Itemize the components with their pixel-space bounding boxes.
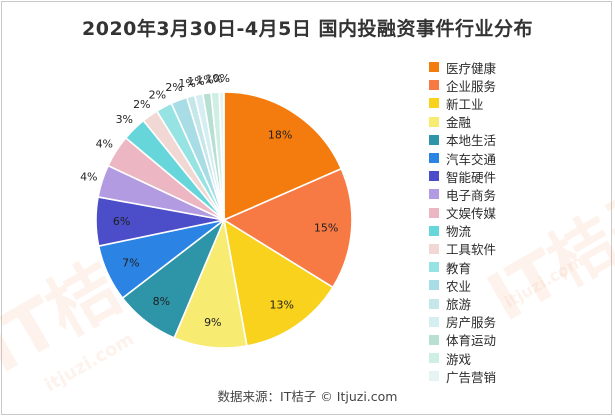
slice-label: 18% <box>268 128 292 141</box>
legend-swatch <box>429 98 439 109</box>
chart-legend: 医疗健康企业服务新工业金融本地生活汽车交通智能硬件电子商务文娱传媒物流工具软件教… <box>429 58 496 385</box>
legend-item: 体育运动 <box>429 331 496 349</box>
legend-swatch <box>429 116 439 127</box>
slice-label: 2% <box>165 81 182 94</box>
legend-swatch <box>429 280 439 291</box>
slice-label: 1% <box>205 72 222 85</box>
legend-item: 医疗健康 <box>429 58 496 76</box>
legend-label: 工具软件 <box>446 242 497 258</box>
legend-swatch <box>429 207 439 218</box>
legend-swatch <box>429 171 439 182</box>
slice-label: 4% <box>80 171 97 184</box>
legend-label: 电子商务 <box>446 187 497 203</box>
slice-label: 1% <box>187 75 204 88</box>
legend-label: 体育运动 <box>446 333 497 349</box>
pie-slice <box>222 167 353 289</box>
legend-item: 金融 <box>429 113 496 131</box>
legend-item: 智能硬件 <box>429 167 496 185</box>
legend-label: 物流 <box>446 224 472 240</box>
legend-label: 旅游 <box>446 297 472 313</box>
chart-title: 2020年3月30日-4月5日 国内投融资事件行业分布 <box>82 18 533 40</box>
legend-item: 电子商务 <box>429 185 496 203</box>
pie-slice <box>222 218 334 347</box>
slice-label: 6% <box>113 215 130 228</box>
legend-label: 广告营销 <box>446 369 497 385</box>
slice-label: 7% <box>122 257 139 270</box>
legend-label: 新工业 <box>446 96 484 112</box>
slice-label: 2% <box>149 89 166 102</box>
legend-item: 物流 <box>429 222 496 240</box>
legend-label: 文娱传媒 <box>446 206 497 222</box>
legend-item: 广告营销 <box>429 367 496 385</box>
slice-label: 0% <box>213 72 230 85</box>
legend-swatch <box>429 189 439 200</box>
legend-label: 汽车交通 <box>446 151 497 167</box>
legend-label: 农业 <box>446 278 472 294</box>
legend-label: 医疗健康 <box>446 60 497 76</box>
legend-item: 农业 <box>429 276 496 294</box>
legend-swatch <box>429 334 439 345</box>
slice-label: 1% <box>196 73 213 86</box>
slice-label: 3% <box>116 113 133 126</box>
legend-item: 本地生活 <box>429 131 496 149</box>
legend-label: 本地生活 <box>446 133 497 149</box>
legend-item: 企业服务 <box>429 76 496 94</box>
legend-swatch <box>429 298 439 309</box>
legend-item: 工具软件 <box>429 240 496 258</box>
legend-item: 游戏 <box>429 349 496 367</box>
legend-swatch <box>429 80 439 91</box>
legend-item: 教育 <box>429 258 496 276</box>
legend-label: 金融 <box>446 115 472 131</box>
legend-swatch <box>429 153 439 164</box>
slice-label: 8% <box>153 295 170 308</box>
pie-slice <box>223 91 343 222</box>
slice-label: 4% <box>96 138 113 151</box>
legend-label: 教育 <box>446 260 472 276</box>
legend-item: 旅游 <box>429 294 496 312</box>
legend-label: 游戏 <box>446 351 472 367</box>
legend-item: 文娱传媒 <box>429 204 496 222</box>
slice-label: 1% <box>178 77 195 90</box>
legend-swatch <box>429 243 439 254</box>
legend-swatch <box>429 316 439 327</box>
legend-swatch <box>429 134 439 145</box>
pie-slice <box>218 91 225 221</box>
legend-item: 汽车交通 <box>429 149 496 167</box>
legend-swatch <box>429 353 439 364</box>
legend-swatch <box>429 371 439 382</box>
data-source-note: 数据来源：IT桔子 © Itjuzi.com <box>217 389 398 404</box>
legend-swatch <box>429 262 439 273</box>
legend-swatch <box>429 62 439 73</box>
legend-label: 企业服务 <box>446 78 497 94</box>
slice-label: 13% <box>269 299 293 312</box>
slice-label: 9% <box>204 316 221 329</box>
legend-label: 房产服务 <box>446 315 497 331</box>
legend-item: 房产服务 <box>429 313 496 331</box>
legend-label: 智能硬件 <box>446 169 497 185</box>
legend-item: 新工业 <box>429 94 496 112</box>
legend-swatch <box>429 225 439 236</box>
slice-label: 2% <box>133 98 150 111</box>
slice-label: 15% <box>314 221 338 234</box>
